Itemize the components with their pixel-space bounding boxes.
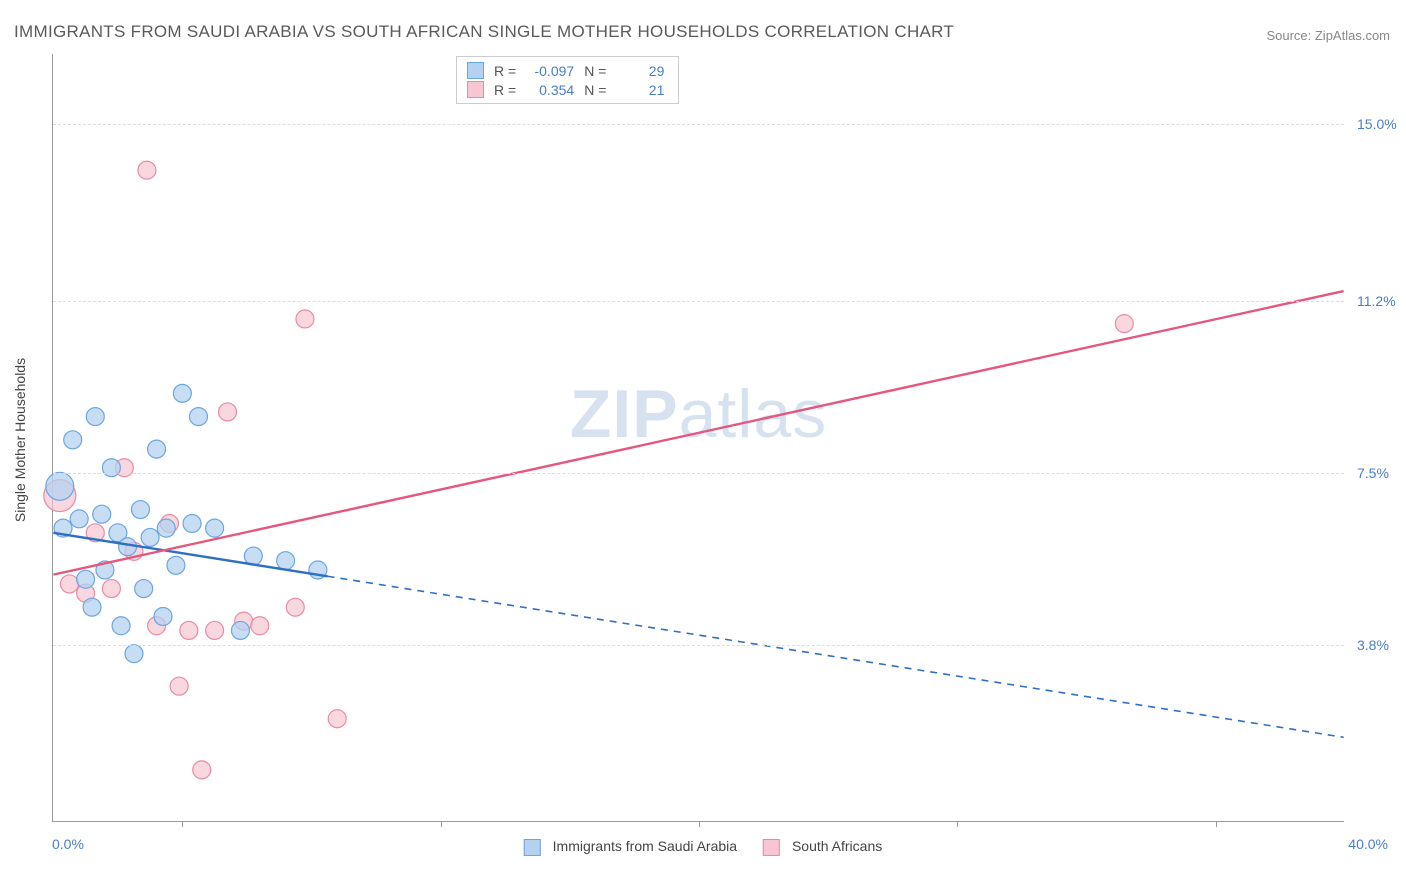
data-point bbox=[83, 598, 101, 616]
legend-swatch-pink bbox=[763, 839, 780, 856]
data-point bbox=[157, 519, 175, 537]
stats-n-value: 29 bbox=[616, 63, 664, 79]
gridline bbox=[53, 645, 1344, 646]
data-point bbox=[193, 761, 211, 779]
gridline bbox=[53, 301, 1344, 302]
y-tick-label: 15.0% bbox=[1357, 116, 1397, 132]
data-point bbox=[60, 575, 78, 593]
data-point bbox=[64, 431, 82, 449]
data-point bbox=[135, 580, 153, 598]
data-point bbox=[77, 570, 95, 588]
data-point bbox=[219, 403, 237, 421]
legend-item-blue: Immigrants from Saudi Arabia bbox=[524, 838, 737, 856]
data-point bbox=[102, 580, 120, 598]
y-tick-label: 3.8% bbox=[1357, 637, 1389, 653]
data-point bbox=[102, 459, 120, 477]
data-point bbox=[328, 710, 346, 728]
stats-n-value: 21 bbox=[616, 82, 664, 98]
gridline bbox=[53, 473, 1344, 474]
data-point bbox=[231, 621, 249, 639]
trend-line-blue-dashed bbox=[328, 576, 1344, 737]
data-point bbox=[183, 515, 201, 533]
data-point bbox=[93, 505, 111, 523]
data-point bbox=[180, 621, 198, 639]
data-point bbox=[86, 408, 104, 426]
x-tick bbox=[957, 821, 958, 827]
y-tick-label: 11.2% bbox=[1357, 293, 1396, 309]
stats-box: R = -0.097 N = 29 R = 0.354 N = 21 bbox=[456, 56, 679, 104]
stats-swatch-blue bbox=[467, 62, 484, 79]
source-label: Source: ZipAtlas.com bbox=[1266, 28, 1390, 43]
x-tick bbox=[1216, 821, 1217, 827]
bottom-legend: Immigrants from Saudi Arabia South Afric… bbox=[524, 838, 882, 856]
data-point bbox=[251, 617, 269, 635]
data-point bbox=[296, 310, 314, 328]
x-tick bbox=[699, 821, 700, 827]
data-point bbox=[125, 645, 143, 663]
stats-r-label: R = bbox=[494, 82, 516, 98]
stats-row-pink: R = 0.354 N = 21 bbox=[467, 80, 664, 99]
stats-r-value: -0.097 bbox=[526, 63, 574, 79]
data-point bbox=[46, 472, 74, 500]
data-point bbox=[154, 607, 172, 625]
legend-label-blue: Immigrants from Saudi Arabia bbox=[553, 838, 737, 854]
data-point bbox=[70, 510, 88, 528]
data-point bbox=[112, 617, 130, 635]
data-point bbox=[148, 440, 166, 458]
data-point bbox=[277, 552, 295, 570]
legend-item-pink: South Africans bbox=[763, 838, 882, 856]
stats-r-label: R = bbox=[494, 63, 516, 79]
x-tick bbox=[182, 821, 183, 827]
gridline bbox=[53, 124, 1344, 125]
x-axis-max-label: 40.0% bbox=[1348, 836, 1388, 852]
stats-r-value: 0.354 bbox=[526, 82, 574, 98]
x-axis-min-label: 0.0% bbox=[52, 836, 84, 852]
chart-title: IMMIGRANTS FROM SAUDI ARABIA VS SOUTH AF… bbox=[14, 22, 954, 42]
legend-swatch-blue bbox=[524, 839, 541, 856]
data-point bbox=[141, 528, 159, 546]
stats-n-label: N = bbox=[584, 82, 606, 98]
data-point bbox=[286, 598, 304, 616]
data-point bbox=[190, 408, 208, 426]
data-point bbox=[138, 161, 156, 179]
data-point bbox=[173, 384, 191, 402]
data-point bbox=[167, 556, 185, 574]
data-point bbox=[206, 519, 224, 537]
plot-area: ZIPatlas 15.0%11.2%7.5%3.8% bbox=[52, 54, 1344, 822]
data-point bbox=[170, 677, 188, 695]
stats-n-label: N = bbox=[584, 63, 606, 79]
y-axis-label: Single Mother Households bbox=[12, 358, 28, 522]
trend-line-pink bbox=[53, 291, 1343, 575]
stats-swatch-pink bbox=[467, 81, 484, 98]
legend-label-pink: South Africans bbox=[792, 838, 882, 854]
plot-svg bbox=[53, 54, 1344, 821]
data-point bbox=[1115, 315, 1133, 333]
x-tick bbox=[441, 821, 442, 827]
data-point bbox=[206, 621, 224, 639]
y-tick-label: 7.5% bbox=[1357, 465, 1389, 481]
stats-row-blue: R = -0.097 N = 29 bbox=[467, 61, 664, 80]
data-point bbox=[131, 501, 149, 519]
